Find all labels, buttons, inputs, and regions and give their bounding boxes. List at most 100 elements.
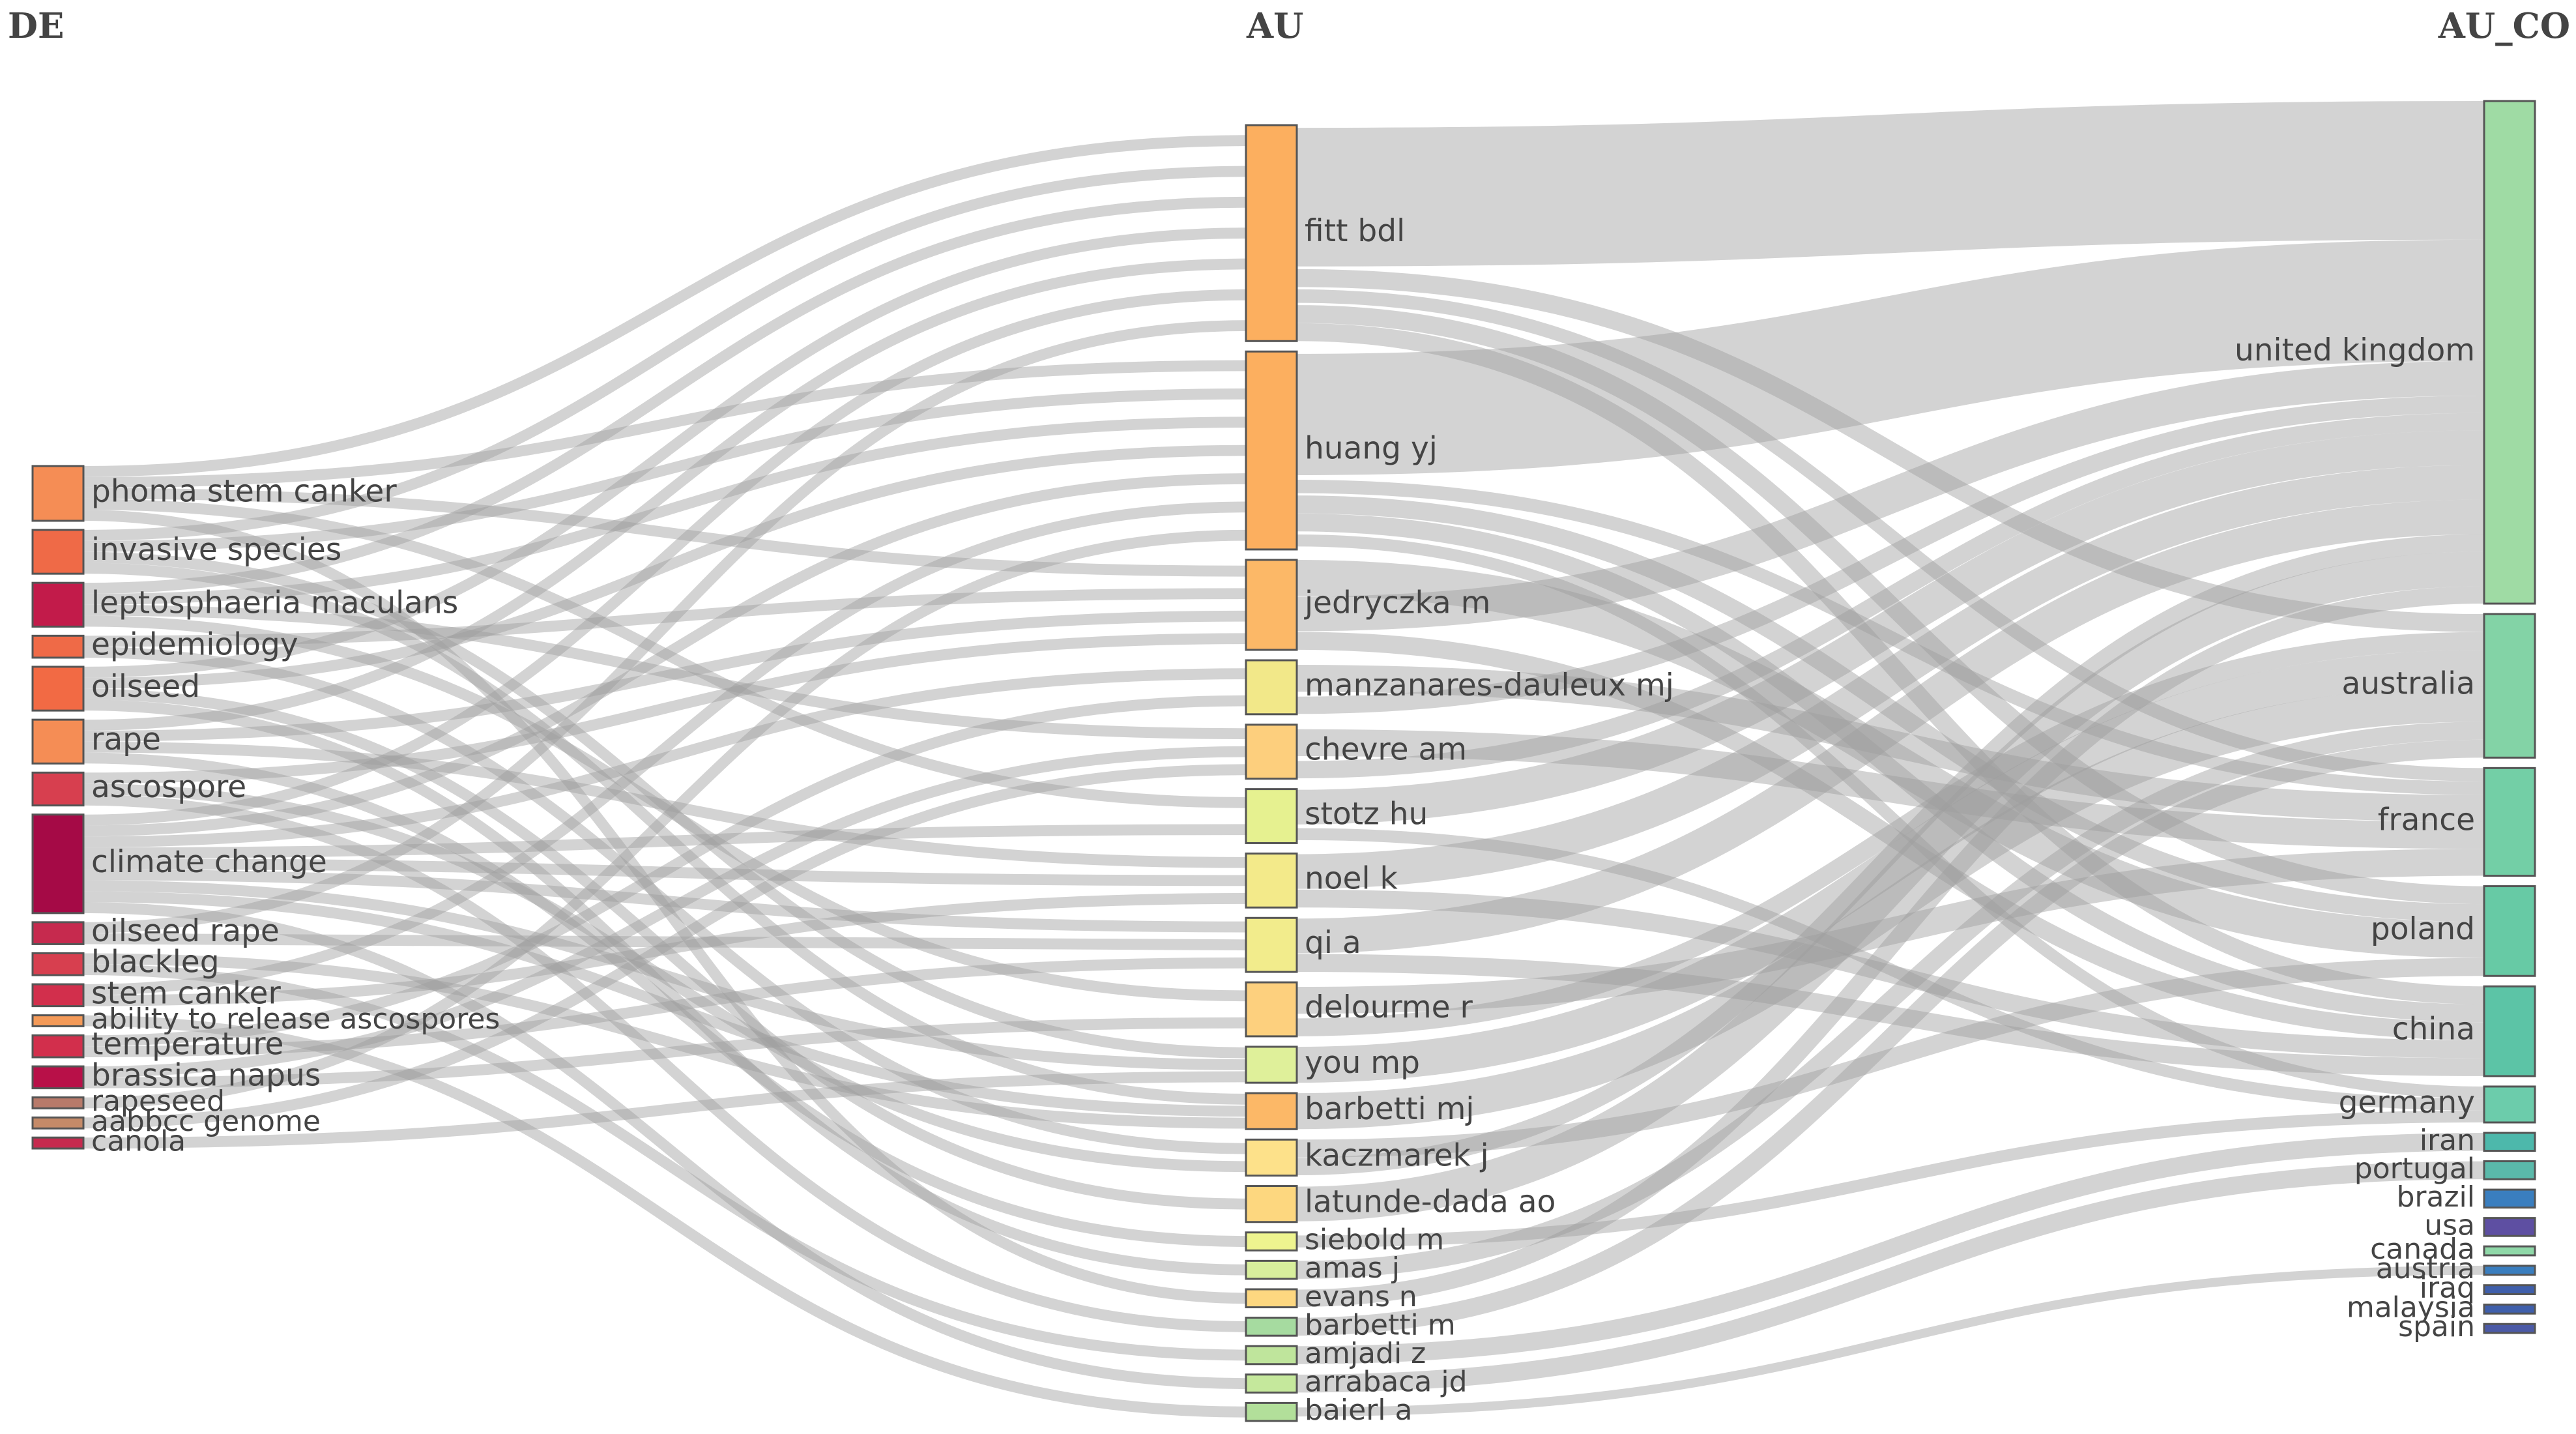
sankey-node[interactable]	[31, 1096, 85, 1109]
sankey-link[interactable]	[83, 668, 1247, 848]
sankey-link[interactable]	[83, 166, 1247, 541]
sankey-link[interactable]	[1296, 534, 2485, 1176]
sankey-node[interactable]	[1245, 1373, 1298, 1394]
sankey-node[interactable]	[1245, 1345, 1298, 1366]
sankey-node[interactable]	[1245, 916, 1298, 973]
sankey-link[interactable]	[83, 891, 1247, 1117]
sankey-link[interactable]	[1296, 269, 2485, 632]
sankey-link[interactable]	[83, 588, 1247, 647]
sankey-node[interactable]	[2483, 1132, 2536, 1152]
sankey-node[interactable]	[1245, 559, 1298, 651]
sankey-node[interactable]	[1245, 124, 1298, 342]
sankey-link[interactable]	[83, 746, 1247, 1077]
sankey-node[interactable]	[1245, 1138, 1298, 1177]
sankey-link[interactable]	[83, 610, 1247, 742]
sankey-link[interactable]	[1296, 465, 2485, 889]
sankey-node[interactable]	[1245, 1185, 1298, 1223]
sankey-node[interactable]	[2483, 1188, 2536, 1209]
sankey-link[interactable]	[83, 1071, 1247, 1149]
sankey-node[interactable]	[1245, 350, 1298, 551]
sankey-link[interactable]	[83, 360, 1247, 488]
sankey-node[interactable]	[31, 529, 85, 575]
sankey-link[interactable]	[83, 858, 1247, 886]
sankey-node[interactable]	[1245, 1092, 1298, 1130]
sankey-node[interactable]	[2483, 100, 2536, 605]
sankey-link[interactable]	[83, 1017, 1247, 1089]
sankey-node[interactable]	[31, 983, 85, 1008]
sankey-link[interactable]	[83, 824, 1247, 858]
sankey-link[interactable]	[83, 135, 1247, 477]
sankey-link[interactable]	[83, 794, 1247, 1332]
sankey-link[interactable]	[83, 510, 1247, 1304]
sankey-node[interactable]	[31, 921, 85, 945]
sankey-link[interactable]	[1296, 650, 2485, 1083]
sankey-link[interactable]	[1296, 495, 2485, 922]
sankey-link[interactable]	[83, 647, 1247, 1154]
sankey-node[interactable]	[31, 718, 85, 765]
sankey-node[interactable]	[1245, 981, 1298, 1038]
sankey-node[interactable]	[2483, 1217, 2536, 1237]
sankey-link[interactable]	[83, 869, 1247, 933]
sankey-link[interactable]	[1296, 413, 2485, 779]
sankey-link[interactable]	[83, 699, 1247, 1276]
sankey-link[interactable]	[1296, 430, 2485, 825]
sankey-node[interactable]	[2483, 613, 2536, 759]
sankey-link[interactable]	[83, 688, 1247, 1210]
sankey-link[interactable]	[83, 741, 1247, 868]
sankey-link[interactable]	[1296, 560, 2485, 958]
sankey-node[interactable]	[1245, 852, 1298, 909]
sankey-link[interactable]	[1296, 1265, 2485, 1417]
sankey-node[interactable]	[31, 634, 85, 659]
sankey-link[interactable]	[1296, 305, 2485, 905]
sankey-link[interactable]	[83, 764, 1247, 1129]
sankey-node[interactable]	[31, 1034, 85, 1059]
sankey-link[interactable]	[83, 473, 1247, 837]
sankey-link[interactable]	[1296, 534, 2485, 1099]
sankey-node[interactable]	[2483, 1284, 2536, 1295]
sankey-link[interactable]	[1296, 722, 2485, 1279]
sankey-node[interactable]	[1245, 1401, 1298, 1422]
sankey-node[interactable]	[2483, 1323, 2536, 1334]
sankey-link[interactable]	[1296, 686, 2485, 1130]
sankey-link[interactable]	[83, 388, 1247, 552]
sankey-node[interactable]	[31, 1136, 85, 1150]
sankey-node[interactable]	[1245, 1231, 1298, 1251]
sankey-node[interactable]	[2483, 1160, 2536, 1180]
sankey-link[interactable]	[1296, 849, 2485, 1014]
sankey-link[interactable]	[83, 499, 1247, 808]
sankey-node[interactable]	[31, 666, 85, 712]
sankey-link[interactable]	[83, 320, 1247, 933]
sankey-link[interactable]	[1296, 739, 2485, 1336]
sankey-link[interactable]	[83, 783, 1247, 1173]
sankey-link[interactable]	[83, 488, 1247, 577]
sankey-link[interactable]	[1296, 323, 2485, 1004]
sankey-link[interactable]	[83, 880, 1247, 1070]
sankey-link[interactable]	[1296, 828, 2485, 1111]
sankey-link[interactable]	[1296, 632, 2485, 1036]
sankey-link[interactable]	[83, 445, 1247, 689]
sankey-link[interactable]	[1296, 729, 2485, 849]
sankey-node[interactable]	[31, 1116, 85, 1130]
sankey-node[interactable]	[2483, 1245, 2536, 1257]
sankey-link[interactable]	[1296, 479, 2485, 795]
sankey-node[interactable]	[2483, 1085, 2536, 1124]
sankey-link[interactable]	[1296, 958, 2485, 1158]
sankey-node[interactable]	[2483, 767, 2536, 877]
sankey-link[interactable]	[83, 633, 1247, 784]
sankey-link[interactable]	[1296, 889, 2485, 1059]
sankey-link[interactable]	[83, 196, 1247, 594]
sankey-node[interactable]	[31, 952, 85, 976]
sankey-link[interactable]	[1296, 239, 2485, 475]
sankey-node[interactable]	[2483, 1303, 2536, 1315]
sankey-node[interactable]	[2483, 985, 2536, 1077]
sankey-node[interactable]	[31, 771, 85, 807]
sankey-link[interactable]	[1296, 1110, 2485, 1248]
sankey-link[interactable]	[1296, 1133, 2485, 1364]
sankey-node[interactable]	[1245, 1317, 1298, 1337]
sankey-link[interactable]	[1296, 632, 2485, 1040]
sankey-node[interactable]	[1245, 1259, 1298, 1280]
sankey-link[interactable]	[83, 902, 1247, 1389]
sankey-node[interactable]	[31, 1065, 85, 1090]
sankey-link[interactable]	[83, 1015, 1247, 1418]
sankey-node[interactable]	[1245, 788, 1298, 844]
